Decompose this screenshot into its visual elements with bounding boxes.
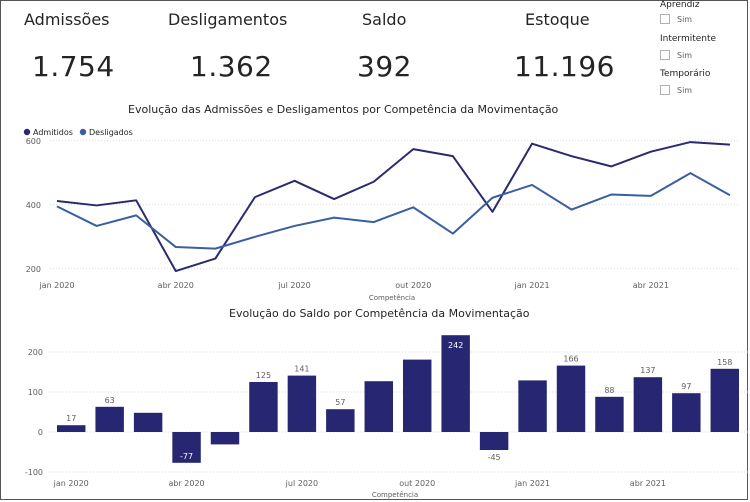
data-label: 57 <box>335 398 345 407</box>
kpi-admissoes-title: Admissões <box>24 10 110 29</box>
legend-marker <box>23 128 31 136</box>
line-chart-title: Evolução das Admissões e Desligamentos p… <box>128 103 559 116</box>
x-axis-title: Competência <box>372 491 418 499</box>
bar[interactable] <box>56 425 86 432</box>
kpi-estoque-value: 11.196 <box>514 50 615 83</box>
slicer-option-label: Sim <box>677 50 693 60</box>
bar[interactable] <box>479 432 509 450</box>
kpi-estoque-title: Estoque <box>525 10 590 29</box>
y-tick-label: 100 <box>28 388 43 397</box>
checkbox-icon[interactable] <box>660 14 670 24</box>
data-label: -77 <box>180 452 193 461</box>
data-label: 158 <box>717 358 732 367</box>
legend-marker <box>79 128 87 136</box>
legend-label[interactable]: Admitidos <box>33 128 73 137</box>
y-tick-label: 600 <box>26 137 41 146</box>
slicer-temporario-title: Temporário <box>660 69 711 79</box>
bar[interactable] <box>133 412 163 432</box>
kpi-saldo-value: 392 <box>357 50 412 83</box>
bar[interactable] <box>672 393 701 432</box>
bar[interactable] <box>249 382 278 432</box>
bar[interactable] <box>364 381 394 432</box>
bar[interactable] <box>210 432 240 445</box>
y-tick-label: -100 <box>25 468 43 477</box>
bar[interactable] <box>402 359 432 432</box>
bar[interactable] <box>595 396 624 432</box>
kpi-admissoes-value: 1.754 <box>32 50 115 83</box>
y-tick-label: 200 <box>26 265 41 274</box>
slicer-intermitente-title: Intermitente <box>660 34 717 44</box>
y-tick-label: 200 <box>28 348 43 357</box>
data-label: 242 <box>448 341 463 350</box>
series-line-admitidos[interactable] <box>56 141 731 273</box>
data-label: 137 <box>640 366 655 375</box>
x-axis-title: Competência <box>369 294 415 302</box>
bar[interactable] <box>518 380 547 432</box>
data-label: -45 <box>488 453 501 462</box>
x-tick-label: jan 2021 <box>514 479 550 488</box>
data-label: 141 <box>294 365 309 374</box>
legend-label[interactable]: Desligados <box>89 128 133 137</box>
bar[interactable] <box>710 368 740 432</box>
kpi-desligamentos-value: 1.362 <box>190 50 273 83</box>
x-tick-label: out 2020 <box>399 479 435 488</box>
bar[interactable] <box>287 375 317 432</box>
data-label: 17 <box>66 414 76 423</box>
x-tick-label: jan 2020 <box>53 479 89 488</box>
bar[interactable] <box>172 432 201 463</box>
x-tick-label: jul 2020 <box>285 479 318 488</box>
x-tick-label: jan 2020 <box>38 281 74 290</box>
bar[interactable] <box>556 365 586 432</box>
x-tick-label: out 2020 <box>395 281 431 290</box>
data-label: 63 <box>105 396 115 405</box>
slicer-intermitente-option[interactable]: Sim <box>660 50 692 60</box>
x-tick-label: abr 2020 <box>158 281 194 290</box>
x-tick-label: abr 2021 <box>630 479 666 488</box>
y-tick-label: 0 <box>38 428 43 437</box>
checkbox-icon[interactable] <box>660 50 670 60</box>
kpi-saldo-title: Saldo <box>362 10 407 29</box>
slicer-aprendiz-option[interactable]: Sim <box>660 14 692 24</box>
data-label: 88 <box>604 386 614 395</box>
x-tick-label: jan 2021 <box>514 281 550 290</box>
slicer-temporario-option[interactable]: Sim <box>660 85 692 95</box>
checkbox-icon[interactable] <box>660 85 670 95</box>
slicer-option-label: Sim <box>677 14 693 24</box>
bar[interactable] <box>95 406 124 432</box>
y-tick-label: 400 <box>26 201 41 210</box>
data-label: 125 <box>256 371 271 380</box>
x-tick-label: jul 2020 <box>277 281 310 290</box>
slicer-aprendiz-title: Aprendiz <box>660 0 700 10</box>
bar-chart[interactable]: -100 0 100 200 17 63 -77 125 141 57 242 -45 166 88 137… <box>0 322 750 502</box>
kpi-desligamentos-title: Desligamentos <box>168 10 288 29</box>
x-tick-label: abr 2020 <box>168 479 204 488</box>
slicer-option-label: Sim <box>677 85 693 95</box>
data-label: 166 <box>563 355 578 364</box>
bar[interactable] <box>326 409 355 432</box>
bar-chart-title: Evolução do Saldo por Competência da Mov… <box>229 307 530 320</box>
bar[interactable] <box>633 377 663 432</box>
bar[interactable] <box>441 335 470 432</box>
data-label: 97 <box>681 382 691 391</box>
x-tick-label: abr 2021 <box>633 281 669 290</box>
series-line-desligados[interactable] <box>56 172 731 250</box>
